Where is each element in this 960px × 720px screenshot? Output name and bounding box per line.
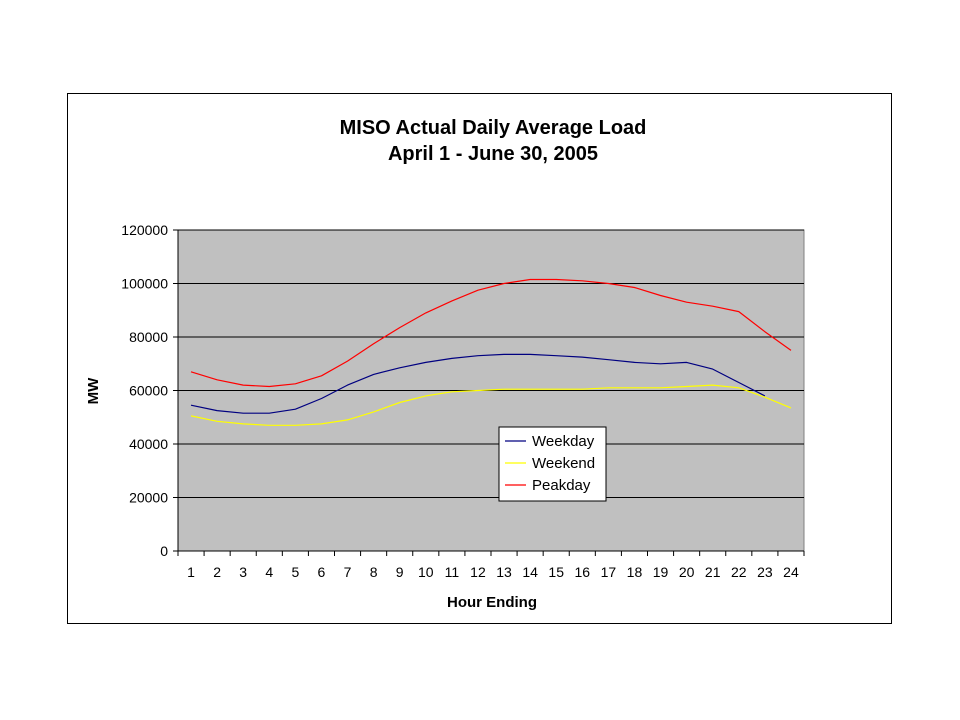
y-tick-label: 100000 [121,276,168,292]
x-tick-label: 7 [344,564,352,580]
legend-box [498,426,607,502]
y-tick-label: 0 [160,543,168,559]
x-tick-label: 10 [418,564,434,580]
legend-label-weekend: Weekend [532,455,595,472]
legend-label-peakday: Peakday [532,477,591,494]
x-tick-label: 21 [705,564,721,580]
y-tick-label: 40000 [129,436,168,452]
series-line-weekday [190,353,766,414]
series-line-weekend [190,384,792,426]
chart-subtitle: April 1 - June 30, 2005 [388,143,598,165]
x-axis-title: Hour Ending [447,594,537,611]
x-tick-label: 16 [575,564,591,580]
x-tick-label: 14 [522,564,538,580]
x-axis: 1 2 3 4 5 6 7 8 9 10 11 12 13 14 15 16 17 18 19 20 21 22 23 24 [177,550,805,580]
x-tick-label: 17 [601,564,617,580]
chart-title: MISO Actual Daily Average Load [340,117,647,139]
x-tick-label: 15 [548,564,564,580]
x-tick-label: 20 [679,564,695,580]
x-tick-label: 23 [757,564,773,580]
x-tick-label: 9 [396,564,404,580]
y-tick-label: 60000 [129,383,168,399]
x-tick-label: 24 [783,564,799,580]
y-tick-label: 120000 [121,222,168,238]
series-lines [190,278,792,426]
x-tick-label: 5 [291,564,299,580]
legend-label-weekday: Weekday [532,433,595,450]
y-tick-label: 20000 [129,490,168,506]
y-axis: 0 20000 40000 60000 80000 100000 120000 [121,222,179,559]
x-tick-label: 12 [470,564,486,580]
chart-svg: MISO Actual Daily Average Load April 1 -… [85,117,805,611]
series-line-peakday [190,278,792,388]
x-tick-label: 1 [187,564,195,580]
x-tick-label: 2 [213,564,221,580]
x-tick-label: 13 [496,564,512,580]
y-tick-label: 80000 [129,329,168,345]
gridlines [178,229,804,498]
y-axis-title: MW [85,377,102,404]
legend: Weekday Weekend Peakday [498,426,607,502]
x-tick-label: 11 [445,564,460,580]
x-tick-label: 6 [318,564,326,580]
x-tick-label: 22 [731,564,747,580]
x-tick-label: 8 [370,564,378,580]
x-tick-label: 18 [627,564,643,580]
chart-frame: MISO Actual Daily Average Load April 1 -… [67,93,892,624]
x-tick-label: 19 [653,564,669,580]
x-tick-label: 4 [265,564,273,580]
x-tick-label: 3 [239,564,247,580]
